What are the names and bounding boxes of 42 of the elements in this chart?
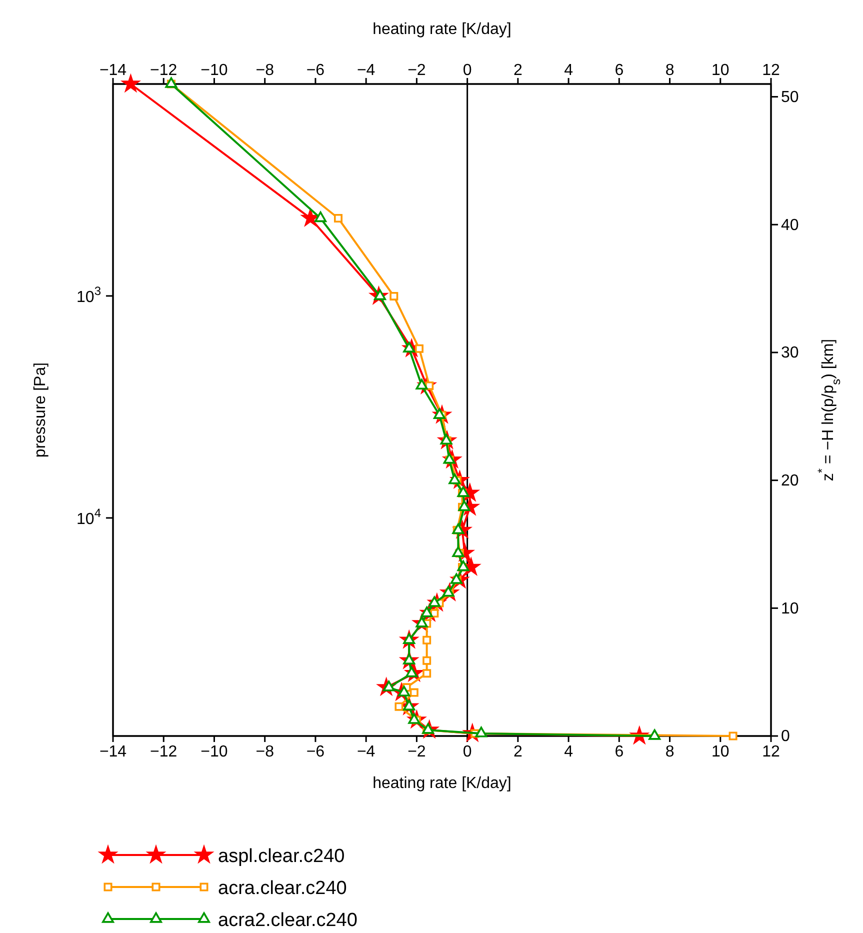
x-tick-label: −8: [256, 62, 274, 79]
x-tick-label: 12: [762, 62, 780, 79]
y2-tick-label: 40: [781, 216, 799, 234]
x-axis-title: heating rate [K/day]: [372, 775, 512, 792]
x2-tick-label: −4: [356, 743, 376, 760]
x2-tick-label: −12: [150, 743, 178, 760]
x2-tick-label: 2: [513, 743, 522, 760]
x2-tick-label: −10: [200, 743, 228, 760]
y-tick-label: 10$^{3}$: [76, 284, 102, 306]
x2-tick-label: −8: [256, 743, 274, 760]
y2-tick-label: 50: [781, 88, 799, 106]
x2-tick-label: −2: [408, 743, 426, 760]
y2-tick-label: 20: [781, 472, 799, 490]
x2-axis-title: heating rate [K/day]: [372, 21, 512, 38]
x-tick-label: −14: [99, 62, 127, 79]
x-tick-label: 10: [711, 62, 730, 79]
x-tick-label: −12: [150, 62, 178, 79]
x2-tick-label: 12: [762, 743, 780, 760]
x2-tick-label: 10: [711, 743, 730, 760]
x-tick-label: −2: [408, 62, 426, 79]
x2-tick-label: −6: [306, 743, 325, 760]
x-tick-label: 6: [614, 62, 624, 79]
y-axis-title: pressure [Pa]: [32, 362, 49, 458]
x-tick-label: −4: [356, 62, 376, 79]
y2-tick-label: 30: [781, 344, 799, 362]
legend-label: aspl.clear.c240: [218, 846, 345, 867]
y2-tick-label: 0: [781, 728, 790, 746]
x-tick-label: −10: [200, 62, 228, 79]
x-tick-label: −6: [306, 62, 325, 79]
x2-tick-label: 4: [564, 743, 574, 760]
y-tick-label: 10$^{4}$: [76, 506, 102, 528]
x2-tick-label: −14: [99, 743, 127, 760]
x2-tick-label: 8: [665, 743, 674, 760]
legend-label: acra2.clear.c240: [218, 910, 358, 931]
x-tick-label: 8: [665, 62, 674, 79]
x2-tick-label: 6: [614, 743, 624, 760]
legend-label: acra.clear.c240: [218, 878, 347, 899]
y2-tick-label: 10: [781, 600, 799, 618]
x-tick-label: 0: [462, 62, 472, 79]
x2-tick-label: 0: [462, 743, 472, 760]
x-tick-label: 2: [513, 62, 522, 79]
x-tick-label: 4: [564, 62, 574, 79]
